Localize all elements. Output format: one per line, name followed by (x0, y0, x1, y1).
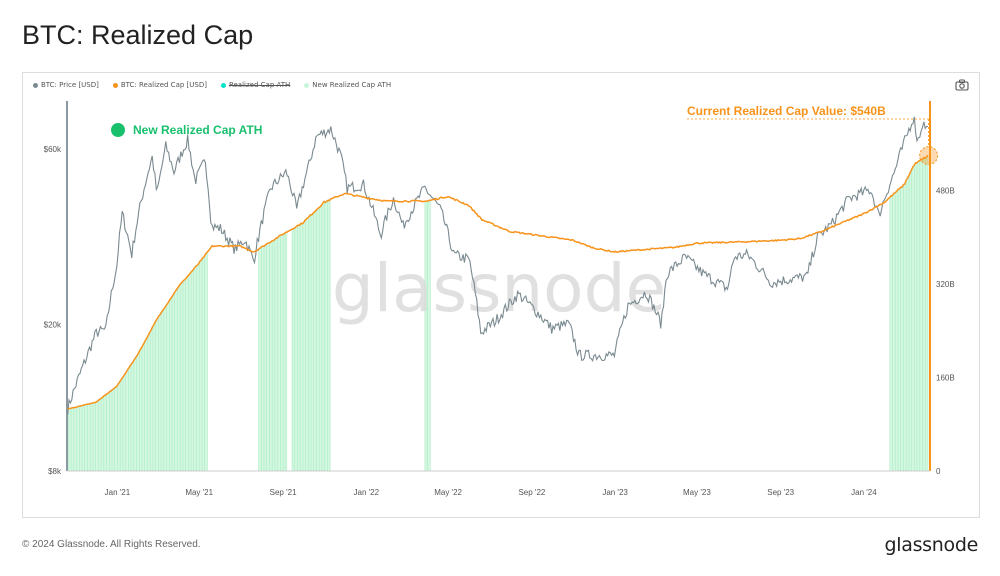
x-tick-label: Jan '23 (602, 488, 628, 497)
chart-legend: BTC: Price [USD] BTC: Realized Cap [USD] R… (33, 81, 391, 89)
ath-periods (68, 156, 929, 471)
camera-icon[interactable] (955, 79, 969, 91)
legend-swatch-icon (220, 82, 226, 88)
legend-label: BTC: Realized Cap [USD] (120, 81, 207, 89)
current-value-annotation: Current Realized Cap Value: $540B (687, 104, 886, 118)
current-value-ring (919, 146, 939, 166)
current-value-marker (919, 146, 938, 165)
x-tick-label: May '21 (185, 488, 213, 497)
legend-item-2[interactable]: Realized Cap ATH (220, 81, 291, 89)
legend-label: Realized Cap ATH (228, 81, 291, 89)
x-tick-label: May '23 (683, 488, 711, 497)
legend-label: BTC: Price [USD] (41, 81, 99, 89)
x-tick-label: Sep '21 (270, 488, 297, 497)
legend-swatch-icon (112, 82, 118, 88)
ath-period-area (258, 231, 288, 471)
legend-item-0[interactable]: BTC: Price [USD] (33, 81, 99, 89)
y-left-tick-label: $8k (48, 467, 62, 476)
y-right-tick-label: 480B (936, 187, 955, 196)
page-title: BTC: Realized Cap (22, 20, 254, 50)
y-left-tick-label: $60k (44, 145, 62, 154)
x-tick-label: Jan '22 (354, 488, 380, 497)
ath-annotation-label: New Realized Cap ATH (133, 123, 262, 137)
y-right-tick-label: 0 (936, 467, 941, 476)
chart-plot: glassnode $8k $20k $60k 0 160B 320B 480B Jan '21… (44, 101, 955, 497)
copyright: © 2024 Glassnode. All Rights Reserved. (22, 539, 201, 550)
y-right-tick-label: 160B (936, 374, 955, 383)
glassnode-logo[interactable]: glassnode (884, 534, 979, 556)
x-tick-label: May '22 (434, 488, 462, 497)
y-right-tick-label: 320B (936, 280, 955, 289)
legend-label: New Realized Cap ATH (312, 81, 392, 89)
watermark: glassnode (332, 250, 666, 327)
ath-period-area (68, 252, 208, 471)
x-tick-label: Sep '23 (767, 488, 794, 497)
x-tick-label: Jan '21 (105, 488, 131, 497)
series-price (67, 116, 929, 415)
x-tick-label: Jan '24 (851, 488, 877, 497)
legend-swatch-icon (33, 82, 38, 88)
legend-item-1[interactable]: BTC: Realized Cap [USD] (112, 81, 207, 89)
y-left-tick-label: $20k (44, 321, 62, 330)
ath-annotation-dot (111, 123, 125, 137)
legend-item-3[interactable]: New Realized Cap ATH (304, 81, 391, 89)
legend-swatch-icon (304, 82, 310, 88)
series-realized-cap (67, 154, 929, 410)
chart-card: BTC: Price [USD] BTC: Realized Cap [USD] R… (22, 72, 980, 518)
x-tick-label: Sep '22 (518, 488, 545, 497)
